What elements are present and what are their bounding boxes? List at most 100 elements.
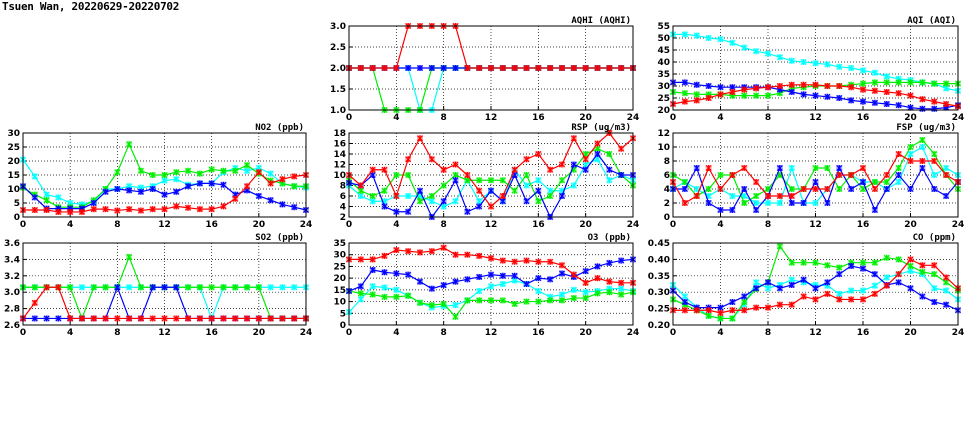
data-point bbox=[848, 296, 855, 303]
data-point bbox=[788, 186, 795, 192]
data-point bbox=[582, 166, 589, 173]
data-point bbox=[381, 203, 388, 210]
data-point bbox=[883, 89, 890, 95]
y-tick-label: 16 bbox=[333, 140, 346, 150]
data-point bbox=[405, 208, 412, 215]
aqi-panel-title: AQI (AQI) bbox=[907, 16, 956, 26]
data-point bbox=[812, 60, 819, 67]
data-point bbox=[582, 295, 589, 302]
data-point bbox=[776, 83, 783, 89]
x-tick-label: 0 bbox=[670, 113, 676, 123]
data-point bbox=[860, 265, 866, 272]
data-point bbox=[488, 177, 494, 184]
y-tick-label: 14 bbox=[333, 150, 346, 160]
data-point bbox=[452, 177, 459, 184]
data-point bbox=[369, 65, 376, 71]
data-point bbox=[681, 90, 688, 97]
aqhi-panel-title: AQHI (AQHI) bbox=[571, 16, 631, 26]
x-tick-label: 8 bbox=[441, 220, 447, 230]
data-point bbox=[860, 165, 866, 171]
data-point bbox=[173, 188, 180, 195]
x-tick-label: 20 bbox=[904, 220, 917, 230]
data-point bbox=[405, 193, 412, 199]
data-point bbox=[824, 279, 831, 286]
x-tick-label: 20 bbox=[904, 328, 917, 338]
x-tick-label: 20 bbox=[579, 113, 592, 123]
data-point bbox=[776, 193, 783, 199]
data-point bbox=[43, 284, 50, 291]
data-point bbox=[836, 63, 843, 70]
y-tick-label: 18 bbox=[333, 129, 346, 139]
data-point bbox=[405, 292, 412, 299]
data-point bbox=[848, 97, 855, 104]
data-point bbox=[291, 173, 298, 180]
data-point bbox=[440, 244, 447, 251]
data-point bbox=[232, 195, 239, 202]
x-tick-label: 16 bbox=[532, 220, 545, 230]
data-point bbox=[788, 89, 795, 95]
data-point bbox=[511, 166, 518, 173]
data-point bbox=[800, 200, 807, 206]
x-tick-label: 0 bbox=[346, 113, 352, 123]
data-point bbox=[895, 271, 902, 278]
data-point bbox=[871, 259, 878, 266]
data-point bbox=[452, 313, 459, 320]
data-point bbox=[369, 198, 376, 205]
data-point bbox=[464, 276, 471, 283]
y-tick-label: 1.5 bbox=[330, 85, 346, 95]
y-tick-label: 45 bbox=[657, 46, 670, 56]
data-point bbox=[693, 97, 700, 104]
data-point bbox=[547, 297, 554, 304]
x-tick-label: 24 bbox=[952, 220, 965, 230]
data-point bbox=[848, 84, 855, 91]
data-point bbox=[149, 206, 156, 213]
data-point bbox=[776, 243, 783, 250]
data-point bbox=[741, 86, 748, 93]
data-point bbox=[369, 166, 376, 173]
data-point bbox=[705, 200, 712, 206]
data-point bbox=[824, 290, 831, 297]
data-point bbox=[523, 172, 530, 178]
data-point bbox=[31, 284, 38, 291]
y-tick-label: 0.35 bbox=[648, 272, 670, 282]
data-point bbox=[499, 193, 506, 199]
x-tick-label: 16 bbox=[205, 220, 218, 230]
data-point bbox=[741, 200, 748, 206]
data-point bbox=[464, 65, 471, 71]
data-point bbox=[357, 256, 364, 263]
data-point bbox=[161, 284, 168, 291]
data-point bbox=[919, 96, 926, 103]
data-point bbox=[618, 285, 625, 292]
data-point bbox=[381, 65, 388, 71]
data-point bbox=[931, 299, 938, 306]
data-point bbox=[464, 172, 471, 178]
page-title: Tsuen Wan, 20220629-20220702 bbox=[2, 0, 180, 13]
data-point bbox=[149, 172, 156, 178]
data-point bbox=[943, 172, 950, 178]
data-point bbox=[824, 83, 831, 89]
data-point bbox=[393, 286, 400, 293]
x-tick-label: 20 bbox=[904, 113, 917, 123]
data-point bbox=[618, 291, 625, 298]
data-point bbox=[428, 156, 435, 163]
data-point bbox=[405, 172, 412, 178]
data-point bbox=[871, 186, 878, 192]
data-point bbox=[753, 179, 760, 185]
x-tick-label: 12 bbox=[809, 113, 822, 123]
data-point bbox=[452, 278, 459, 285]
data-point bbox=[499, 198, 506, 205]
data-point bbox=[499, 177, 506, 184]
data-point bbox=[55, 315, 62, 322]
data-point bbox=[883, 101, 890, 107]
data-point bbox=[161, 191, 168, 198]
data-point bbox=[788, 81, 795, 88]
data-point bbox=[78, 208, 85, 215]
data-point bbox=[705, 35, 712, 41]
data-point bbox=[765, 84, 771, 91]
data-point bbox=[788, 301, 795, 308]
x-tick-label: 8 bbox=[765, 220, 771, 230]
data-point bbox=[812, 186, 819, 192]
data-point bbox=[126, 315, 133, 322]
